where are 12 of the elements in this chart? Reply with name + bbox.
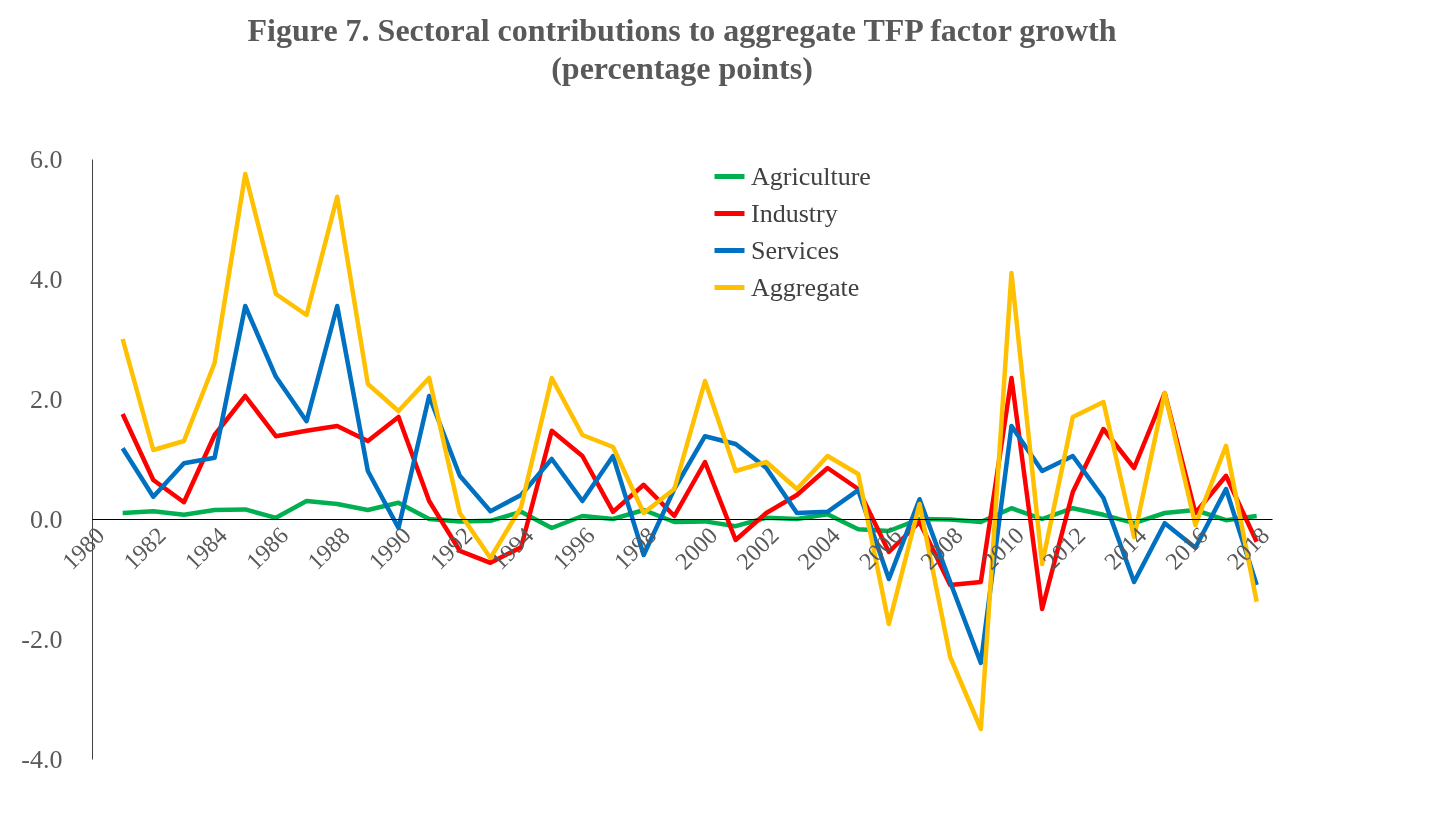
legend-label: Aggregate [751, 272, 860, 302]
y-tick-label: 6.0 [30, 144, 63, 174]
y-tick-label: -4.0 [21, 744, 63, 774]
y-tick-label: 4.0 [30, 264, 63, 294]
legend-label: Services [751, 235, 840, 265]
legend-label: Agriculture [751, 161, 871, 191]
y-tick-label: 0.0 [30, 504, 63, 534]
y-tick-label: 2.0 [30, 384, 63, 414]
legend-label: Industry [751, 198, 838, 228]
text: (percentage points) [551, 50, 813, 86]
y-tick-label: -2.0 [21, 624, 63, 654]
text: Figure 7. Sectoral contributions to aggregate TFP factor growth [247, 12, 1117, 48]
